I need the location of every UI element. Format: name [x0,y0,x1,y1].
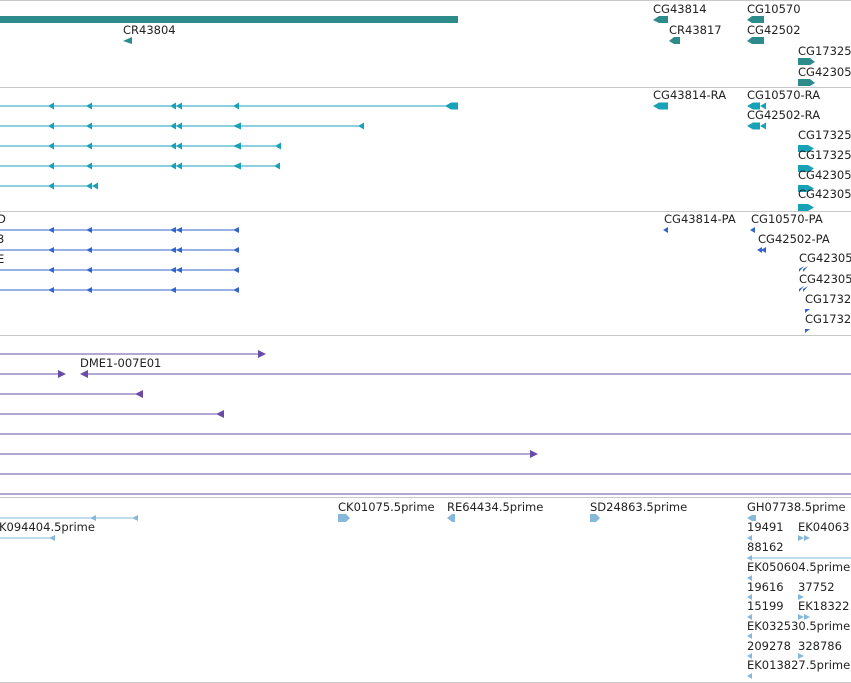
clone-row-6[interactable] [0,450,538,458]
gene-CG17325-glyph[interactable] [798,58,815,65]
est-label-SD24863[interactable]: SD24863.5prime [590,500,688,514]
est-label-RE64434[interactable]: RE64434.5prime [447,500,544,514]
est-label-209278[interactable]: 209278 [747,639,791,653]
gene-CR43804-glyph[interactable] [123,37,132,44]
protein-edge-char-2: 3 [0,233,4,246]
protein-label-CG42502-PA[interactable]: CG42502-PA [758,232,830,246]
est-label-EK18322[interactable]: EK18322 [798,599,850,613]
transcript-row-2[interactable] [0,122,364,130]
clone-row-1[interactable] [0,350,266,358]
protein-edge-char-1: D [0,213,6,226]
est-label-37752[interactable]: 37752 [798,580,835,594]
protein-row-3[interactable] [0,267,239,273]
protein-label-CG43814-PA[interactable]: CG43814-PA [664,212,736,226]
clone-track: DME1-007E01 [0,336,851,498]
protein-track-glyphs [0,227,810,333]
protein-row-4[interactable] [0,287,239,293]
gene-label-CG10570[interactable]: CG10570 [747,2,801,16]
transcript-label-CG42305-b[interactable]: CG42305 [798,187,851,201]
est-right-glyphs[interactable] [747,515,851,679]
est-label-EK04063[interactable]: EK04063 [798,520,850,534]
gene-CG10570-glyph[interactable] [747,16,764,23]
transcript-label-CG42502-RA[interactable]: CG42502-RA [747,108,821,122]
gene-label-CG17325[interactable]: CG17325 [798,44,851,58]
est-track-glyphs [0,514,851,679]
est-label-EK013827[interactable]: EK013827.5prime [747,658,851,672]
est-label-GH07738[interactable]: GH07738.5prime [747,500,846,514]
transcript-right-glyphs[interactable] [653,102,814,212]
transcript-track: CG43814-RA CG10570-RA CG42502-RA CG17325… [0,87,851,212]
transcript-row-1[interactable] [0,102,458,110]
transcript-track-glyphs [0,102,814,212]
gene-track-glyphs [0,16,815,86]
protein-right-glyphs[interactable] [663,227,810,333]
clone-label-DME1-007E01[interactable]: DME1-007E01 [80,356,162,370]
est-label-CK01075[interactable]: CK01075.5prime [338,500,435,514]
est-label-88162[interactable]: 88162 [747,540,784,554]
transcript-label-CG10570-RA[interactable]: CG10570-RA [747,88,821,102]
gene-CR43804-bar[interactable] [0,16,458,23]
transcript-label-CG42305-a[interactable]: CG42305 [798,168,851,182]
clone-row-4[interactable] [0,410,224,418]
clone-row-3[interactable] [0,390,143,398]
gene-CG42305-glyph[interactable] [798,79,815,86]
est-label-328786[interactable]: 328786 [798,639,842,653]
gene-label-CR43804[interactable]: CR43804 [123,23,176,37]
gene-CG42502-glyph[interactable] [747,37,764,44]
transcript-label-CG43814-RA[interactable]: CG43814-RA [653,88,727,102]
est-label-K094404[interactable]: K094404.5prime [0,520,95,534]
protein-row-2[interactable] [0,247,239,253]
est-label-EK050604[interactable]: EK050604.5prime [747,560,851,574]
protein-label-CG1732-b[interactable]: CG1732 [805,312,851,326]
gene-label-CR43817[interactable]: CR43817 [669,23,722,37]
gene-CG43814-glyph[interactable] [653,16,668,23]
protein-label-CG10570-PA[interactable]: CG10570-PA [751,212,823,226]
est-track: K094404.5prime CK01075.5prime RE64434.5p… [0,498,851,683]
transcript-row-5[interactable] [0,182,98,190]
protein-label-CG42305-b[interactable]: CG42305 [799,272,851,286]
est-middle-glyphs[interactable] [338,514,600,522]
clone-track-glyphs [0,350,851,495]
gene-CR43817-glyph[interactable] [669,37,680,44]
gene-track: CR43804 CG43814 CG10570 CR43817 CG42502 … [0,0,851,88]
protein-track: D 3 E CG43814-PA CG10570-PA CG42502-PA C… [0,212,851,336]
transcript-row-3[interactable] [0,142,281,150]
est-label-19491[interactable]: 19491 [747,520,784,534]
transcript-label-CG17325-a[interactable]: CG17325 [798,128,851,142]
est-label-EK032530[interactable]: EK032530.5prime [747,619,851,633]
est-label-15199[interactable]: 15199 [747,599,784,613]
gene-label-CG43814[interactable]: CG43814 [653,2,707,16]
est-left-rows[interactable] [0,515,138,541]
est-label-19616[interactable]: 19616 [747,580,784,594]
transcript-row-4[interactable] [0,162,280,170]
transcript-label-CG17325-b[interactable]: CG17325 [798,148,851,162]
gene-label-CG42305[interactable]: CG42305 [798,65,851,79]
protein-row-1[interactable] [0,227,239,233]
protein-label-CG42305-a[interactable]: CG42305 [799,251,851,265]
protein-edge-char-3: E [0,253,4,266]
gene-label-CG42502[interactable]: CG42502 [747,23,801,37]
clone-row-2[interactable] [0,370,851,378]
protein-label-CG1732-a[interactable]: CG1732 [805,292,851,306]
